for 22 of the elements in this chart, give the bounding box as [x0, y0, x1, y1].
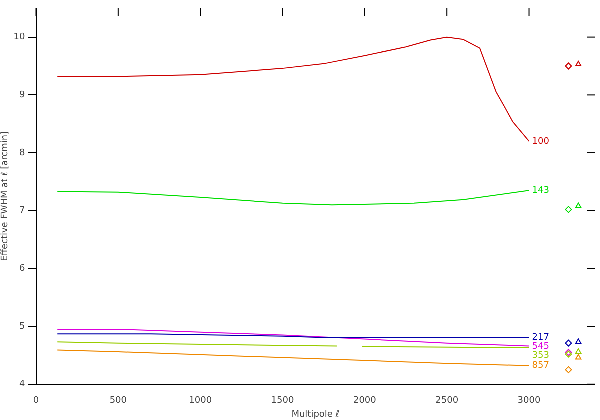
y-tick-label: 4: [20, 380, 26, 390]
x-tick-label: 2500: [436, 396, 459, 406]
series-label: 143: [532, 186, 550, 196]
y-axis-title: Effective FWHM at ℓ [arcmin]: [0, 131, 11, 262]
series-label: 217: [532, 332, 550, 343]
y-tick-label: 5: [20, 322, 26, 332]
y-tick-label: 8: [20, 148, 26, 158]
x-tick-label: 1500: [271, 396, 294, 406]
y-tick-label: 7: [20, 206, 26, 216]
series-label: 545: [532, 342, 550, 352]
series-label: 100: [532, 136, 550, 147]
y-tick-label: 6: [20, 264, 26, 274]
y-tick-label: 9: [20, 90, 26, 101]
x-tick-label: 1000: [189, 396, 212, 406]
x-tick-label: 2000: [353, 396, 377, 406]
series-label: 353: [532, 350, 550, 361]
y-tick-label: 10: [14, 32, 26, 43]
series-label: 857: [532, 361, 550, 372]
x-tick-label: 500: [110, 396, 128, 406]
x-tick-label: 3000: [518, 396, 541, 406]
x-axis-title: Multipole ℓ: [292, 410, 340, 420]
x-tick-label: 0: [33, 396, 40, 406]
